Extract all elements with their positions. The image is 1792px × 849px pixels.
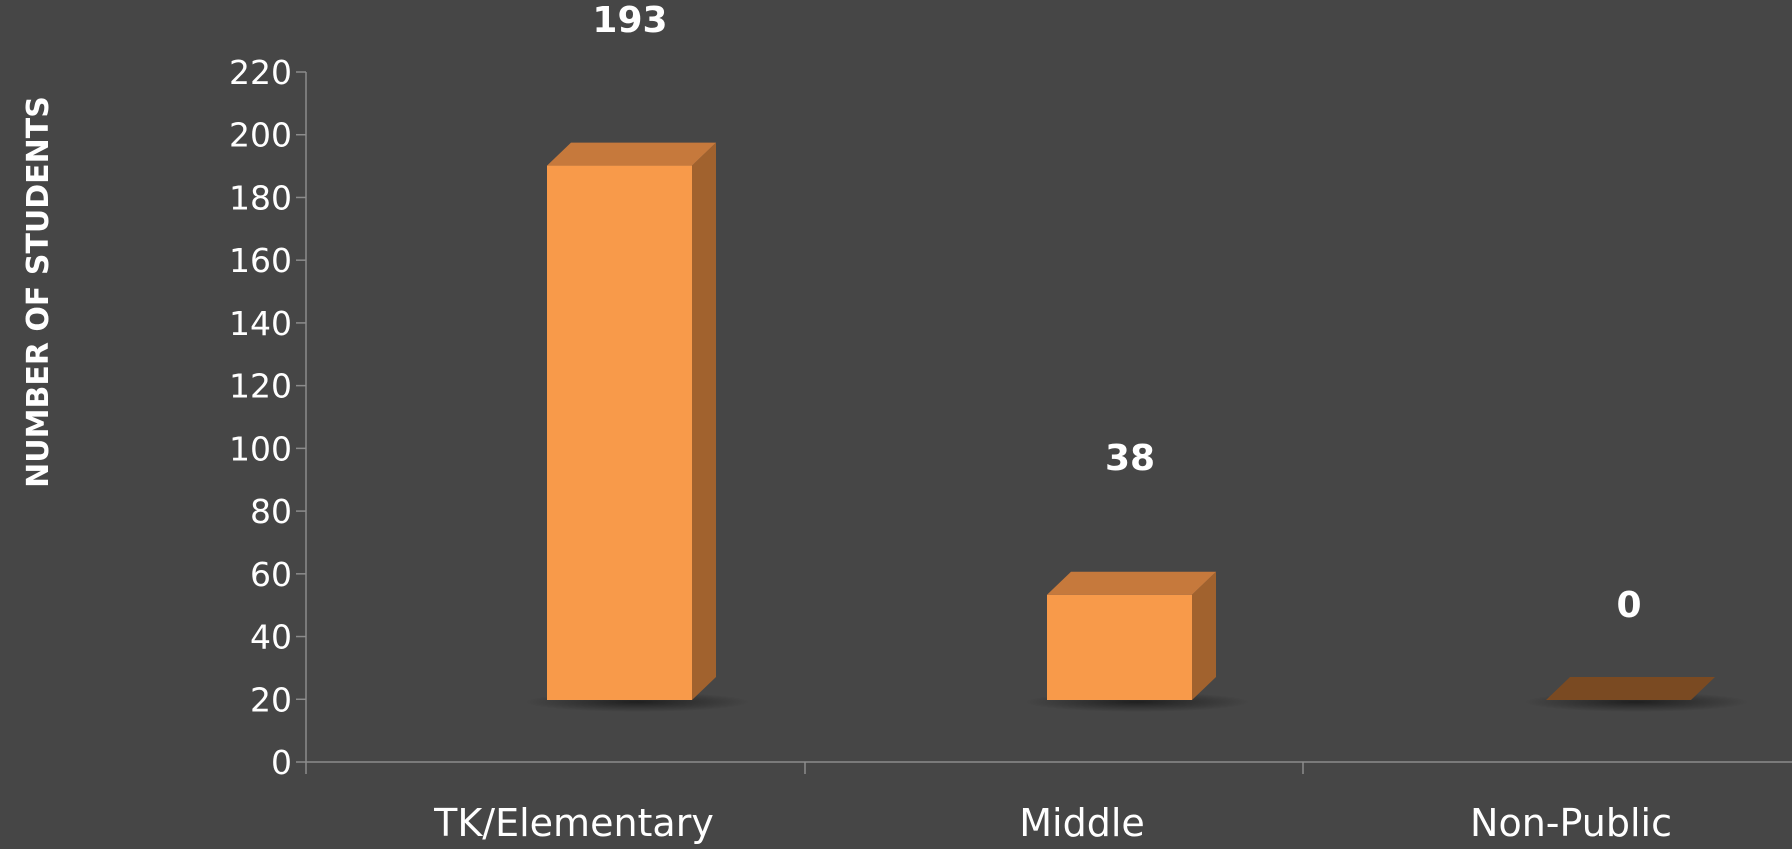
y-tick-label: 20 <box>250 680 292 719</box>
bar-middle <box>1025 571 1250 712</box>
bars <box>525 142 1749 712</box>
bar-front-face <box>1047 594 1192 700</box>
bar-top-face <box>547 142 716 166</box>
y-axis-title: NUMBER OF STUDENTS <box>21 96 56 488</box>
y-tick-label: 60 <box>250 555 292 594</box>
bar-side-face <box>692 142 716 701</box>
bar-side-face <box>1192 571 1216 700</box>
y-axis-ticks: 0 20 40 60 80 100 120 140 160 180 200 220 <box>229 53 307 782</box>
y-tick-label: 220 <box>229 53 292 92</box>
data-label: 0 <box>1616 585 1641 626</box>
y-tick-label: 40 <box>250 618 292 657</box>
data-labels: 193 38 0 <box>592 0 1641 626</box>
bar-tk-elementary <box>525 142 750 712</box>
bar-top-face <box>1047 571 1216 595</box>
y-tick-label: 80 <box>250 492 292 531</box>
y-tick-label: 140 <box>229 304 292 343</box>
category-label: TK/Elementary <box>433 801 714 845</box>
data-label: 38 <box>1105 438 1155 479</box>
category-labels: TK/Elementary Middle Non-Public <box>433 801 1672 845</box>
bar-non-public <box>1524 677 1749 712</box>
y-tick-label: 160 <box>229 241 292 280</box>
x-axis <box>305 761 1792 774</box>
y-tick-label: 180 <box>229 178 292 217</box>
category-label: Middle <box>1019 801 1145 845</box>
y-tick-label: 0 <box>271 743 292 782</box>
y-tick-label: 200 <box>229 116 292 155</box>
data-label: 193 <box>592 0 667 41</box>
bar-flat-face <box>1546 677 1715 700</box>
y-tick-label: 100 <box>229 429 292 468</box>
bar-front-face <box>547 165 692 701</box>
category-label: Non-Public <box>1470 801 1672 845</box>
y-tick-label: 120 <box>229 367 292 406</box>
